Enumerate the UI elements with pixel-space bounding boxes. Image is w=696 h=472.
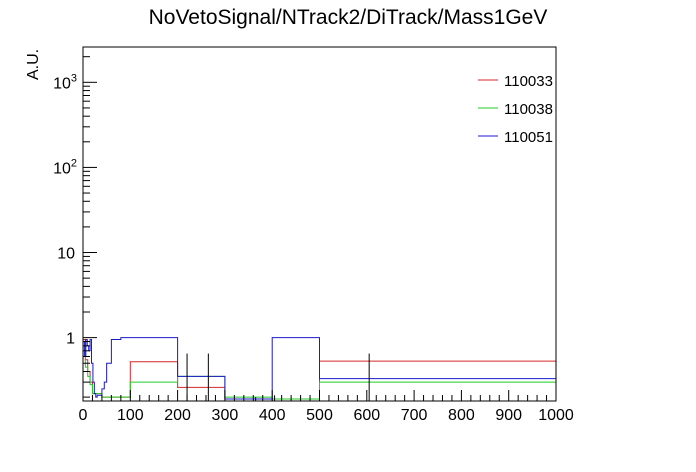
x-tick-label: 200 xyxy=(164,407,191,424)
y-tick-label: 102 xyxy=(53,157,77,177)
x-tick-label: 600 xyxy=(353,407,380,424)
legend-label: 110051 xyxy=(504,129,553,146)
x-tick-label: 900 xyxy=(495,407,522,424)
legend-label: 110038 xyxy=(504,101,553,118)
legend: 110033 110038 110051 xyxy=(478,73,553,146)
x-tick-label: 300 xyxy=(212,407,239,424)
x-tick-label: 400 xyxy=(259,407,286,424)
x-tick-label: 700 xyxy=(401,407,428,424)
axes-layer: 0 100 200 300 400 500 600 700 800 900 1000 1 10 102 10… xyxy=(53,56,574,424)
y-axis-label: A.U. xyxy=(25,49,42,80)
y-tick-label: 103 xyxy=(53,72,77,92)
x-tick-label: 100 xyxy=(117,407,144,424)
legend-label: 110033 xyxy=(504,73,553,90)
x-tick-label: 800 xyxy=(448,407,475,424)
y-tick-label: 1 xyxy=(66,331,75,348)
y-tick-label: 10 xyxy=(57,246,75,263)
x-tick-label: 1000 xyxy=(538,407,574,424)
error-bar-layer xyxy=(186,353,370,401)
x-tick-label: 500 xyxy=(306,407,333,424)
x-tick-label: 0 xyxy=(79,407,88,424)
chart-title: NoVetoSignal/NTrack2/DiTrack/Mass1GeV xyxy=(148,6,548,29)
